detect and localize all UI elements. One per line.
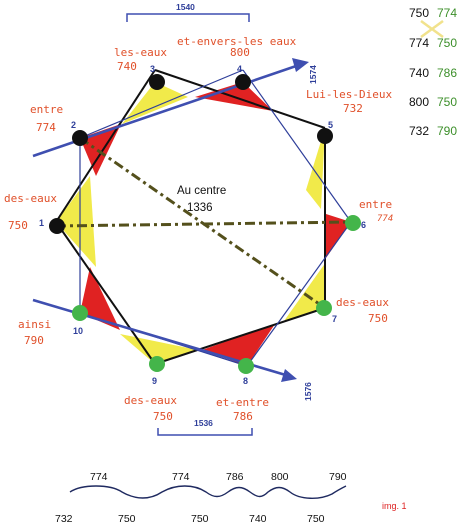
- side-table: 750 774 774 750 740 786 800 750 732 790: [409, 6, 457, 138]
- star-edge: [55, 69, 156, 223]
- wave-bottom-2: 750: [118, 513, 136, 525]
- red-triangle-lower-left: [80, 267, 120, 330]
- side-right-5: 790: [437, 124, 457, 138]
- vertex-dot-6: [345, 215, 361, 231]
- side-left-5: 732: [409, 124, 429, 138]
- vertex-word-7: des-eaux: [336, 296, 389, 309]
- star-edge: [154, 69, 326, 129]
- wave-bottom-5: 750: [307, 513, 325, 525]
- vertex-index-10: 10: [73, 326, 83, 336]
- wave-line: [69, 485, 347, 499]
- vertex-value-3: 740: [117, 60, 137, 73]
- sum-arrow-upper: 1574: [308, 65, 318, 84]
- vertex-dot-9: [149, 356, 165, 372]
- wave-top-1: 774: [90, 471, 108, 483]
- vertex-index-1: 1: [39, 218, 44, 228]
- side-right-3: 786: [437, 66, 457, 80]
- vertex-dot-3: [149, 74, 165, 90]
- sum-top: 1540: [176, 2, 195, 12]
- side-left-1: 750: [409, 6, 429, 20]
- vertex-dot-10: [72, 305, 88, 321]
- vertex-word-3: les-eaux: [114, 46, 167, 59]
- side-left-4: 800: [409, 95, 429, 109]
- vertex-value-5: 732: [343, 102, 363, 115]
- yellow-triangle-right: [306, 128, 325, 209]
- vertex-word-2: entre: [30, 103, 63, 116]
- star-edge: [242, 69, 352, 223]
- side-right-4: 750: [437, 95, 457, 109]
- cross-mark-icon: [420, 19, 444, 39]
- sum-arrow-lower: 1576: [303, 382, 313, 401]
- vertex-value-4: 800: [230, 46, 250, 59]
- side-right-1: 774: [437, 6, 457, 20]
- vertex-dot-7: [316, 300, 332, 316]
- vertex-value-7: 750: [368, 312, 388, 325]
- vertex-indices: 1 2 3 4 5 6 7 8 9 10: [39, 64, 366, 386]
- vertex-dot-5: [317, 128, 333, 144]
- yellow-triangle-lower-right: [284, 262, 326, 321]
- wave-top-3: 786: [226, 471, 244, 483]
- vertex-word-4: et-envers-les eaux: [177, 35, 297, 48]
- vertex-index-5: 5: [328, 120, 333, 130]
- top-bracket: [126, 13, 250, 22]
- vertex-word-6: entre: [359, 198, 392, 211]
- vertex-index-9: 9: [152, 376, 157, 386]
- vertex-value-1: 750: [8, 219, 28, 232]
- vertex-index-3: 3: [150, 64, 155, 74]
- vertex-word-1: des-eaux: [4, 192, 57, 205]
- center-label-line1: Au centre: [177, 185, 226, 197]
- vertex-value-8: 786: [233, 410, 253, 423]
- dashed-lines: [55, 136, 352, 310]
- vertex-word-10: ainsi: [18, 318, 51, 331]
- vertex-word-8: et-entre: [216, 396, 269, 409]
- star-edge: [55, 221, 156, 365]
- star-edge: [79, 69, 244, 139]
- vertex-index-4: 4: [237, 64, 242, 74]
- center-label: Au centre 1336: [177, 185, 226, 214]
- sums: 1540 1536 1574 1576: [176, 2, 318, 428]
- star-edge: [154, 307, 326, 365]
- vertex-word-9: des-eaux: [124, 394, 177, 407]
- vertex-words: des-eaux 750 entre 774 les-eaux 740 et-e…: [4, 35, 393, 423]
- vertex-index-7: 7: [332, 314, 337, 324]
- sum-bottom: 1536: [194, 418, 213, 428]
- arrow-lower-head: [281, 369, 297, 382]
- vertex-value-10: 790: [24, 334, 44, 347]
- center-label-line2: 1336: [187, 202, 213, 214]
- dash-line-2-7: [79, 136, 326, 310]
- side-left-3: 740: [409, 66, 429, 80]
- vertex-value-6: 774: [377, 214, 393, 224]
- wave-bottom-1: 732: [55, 513, 73, 525]
- vertex-index-6: 6: [361, 220, 366, 230]
- vertex-dot-8: [238, 358, 254, 374]
- vertex-value-2: 774: [36, 121, 56, 134]
- wave-top-2: 774: [172, 471, 190, 483]
- vertex-dot-1: [49, 218, 65, 234]
- vertex-index-2: 2: [71, 120, 76, 130]
- wave-figure: 774 774 786 800 790 732 750 750 740 750: [55, 471, 347, 525]
- side-right-2: 750: [437, 36, 457, 50]
- vertex-value-9: 750: [153, 410, 173, 423]
- image-caption: img. 1: [382, 501, 407, 511]
- wave-bottom-3: 750: [191, 513, 209, 525]
- vertex-index-8: 8: [243, 376, 248, 386]
- vertex-dot-4: [235, 74, 251, 90]
- side-left-2: 774: [409, 36, 429, 50]
- vertex-dot-2: [72, 130, 88, 146]
- bottom-bracket: [157, 428, 253, 436]
- brackets: [126, 13, 253, 436]
- wave-top-4: 800: [271, 471, 289, 483]
- vertex-word-5: Lui-les-Dieux: [306, 88, 392, 101]
- star-edge: [246, 221, 352, 367]
- arrow-upper-head: [292, 58, 309, 72]
- wave-top-5: 790: [329, 471, 347, 483]
- yellow-triangle-left: [56, 176, 96, 267]
- wave-bottom-4: 740: [249, 513, 267, 525]
- vertex-dots: [49, 74, 361, 374]
